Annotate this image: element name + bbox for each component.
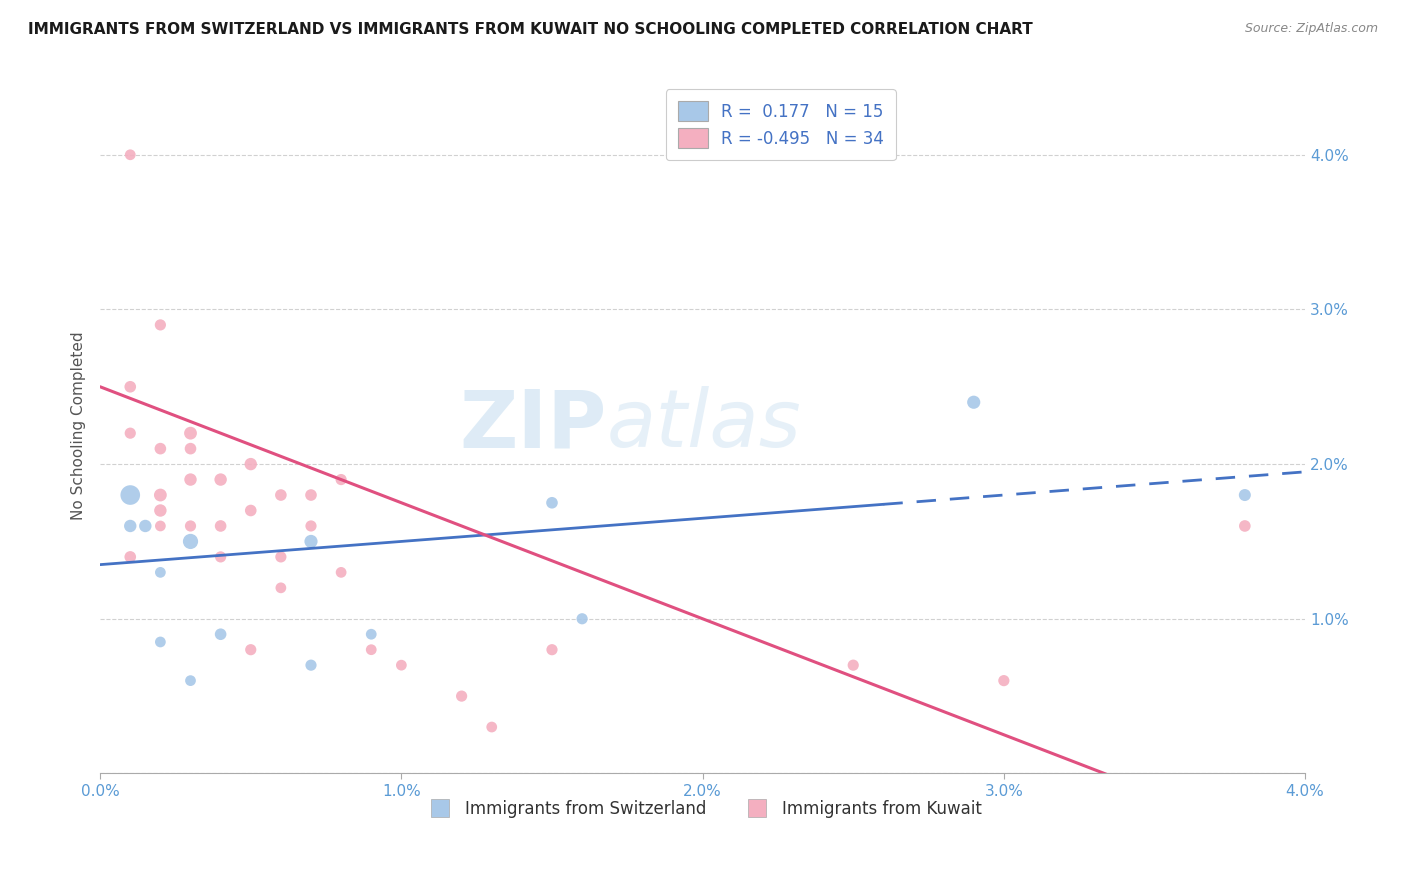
Point: [209, 519, 232, 533]
Point: [120, 148, 142, 162]
Legend: Immigrants from Switzerland, Immigrants from Kuwait: Immigrants from Switzerland, Immigrants …: [418, 793, 988, 824]
Point: [450, 689, 472, 703]
Point: [1233, 519, 1256, 533]
Point: [299, 519, 322, 533]
Point: [209, 549, 232, 564]
Point: [120, 549, 142, 564]
Point: [571, 612, 593, 626]
Point: [239, 642, 262, 657]
Text: IMMIGRANTS FROM SWITZERLAND VS IMMIGRANTS FROM KUWAIT NO SCHOOLING COMPLETED COR: IMMIGRANTS FROM SWITZERLAND VS IMMIGRANT…: [28, 22, 1033, 37]
Point: [299, 488, 322, 502]
Point: [149, 519, 172, 533]
Point: [270, 581, 292, 595]
Point: [299, 534, 322, 549]
Point: [541, 642, 564, 657]
Point: [541, 496, 564, 510]
Point: [120, 380, 142, 394]
Point: [270, 488, 292, 502]
Text: ZIP: ZIP: [458, 386, 606, 465]
Point: [179, 534, 201, 549]
Point: [360, 642, 382, 657]
Point: [120, 426, 142, 441]
Point: [179, 426, 201, 441]
Text: atlas: atlas: [606, 386, 801, 465]
Point: [1233, 488, 1256, 502]
Point: [149, 503, 172, 517]
Point: [270, 549, 292, 564]
Point: [239, 503, 262, 517]
Point: [149, 488, 172, 502]
Point: [179, 673, 201, 688]
Point: [149, 635, 172, 649]
Point: [330, 473, 353, 487]
Point: [239, 457, 262, 471]
Point: [842, 658, 865, 673]
Point: [120, 519, 142, 533]
Point: [360, 627, 382, 641]
Point: [149, 442, 172, 456]
Point: [149, 318, 172, 332]
Point: [963, 395, 986, 409]
Point: [179, 519, 201, 533]
Point: [209, 627, 232, 641]
Point: [179, 473, 201, 487]
Point: [209, 473, 232, 487]
Point: [481, 720, 503, 734]
Text: Source: ZipAtlas.com: Source: ZipAtlas.com: [1244, 22, 1378, 36]
Point: [120, 488, 142, 502]
Point: [389, 658, 412, 673]
Point: [330, 566, 353, 580]
Point: [299, 658, 322, 673]
Y-axis label: No Schooling Completed: No Schooling Completed: [72, 331, 86, 520]
Point: [149, 566, 172, 580]
Point: [134, 519, 156, 533]
Point: [993, 673, 1015, 688]
Point: [179, 442, 201, 456]
